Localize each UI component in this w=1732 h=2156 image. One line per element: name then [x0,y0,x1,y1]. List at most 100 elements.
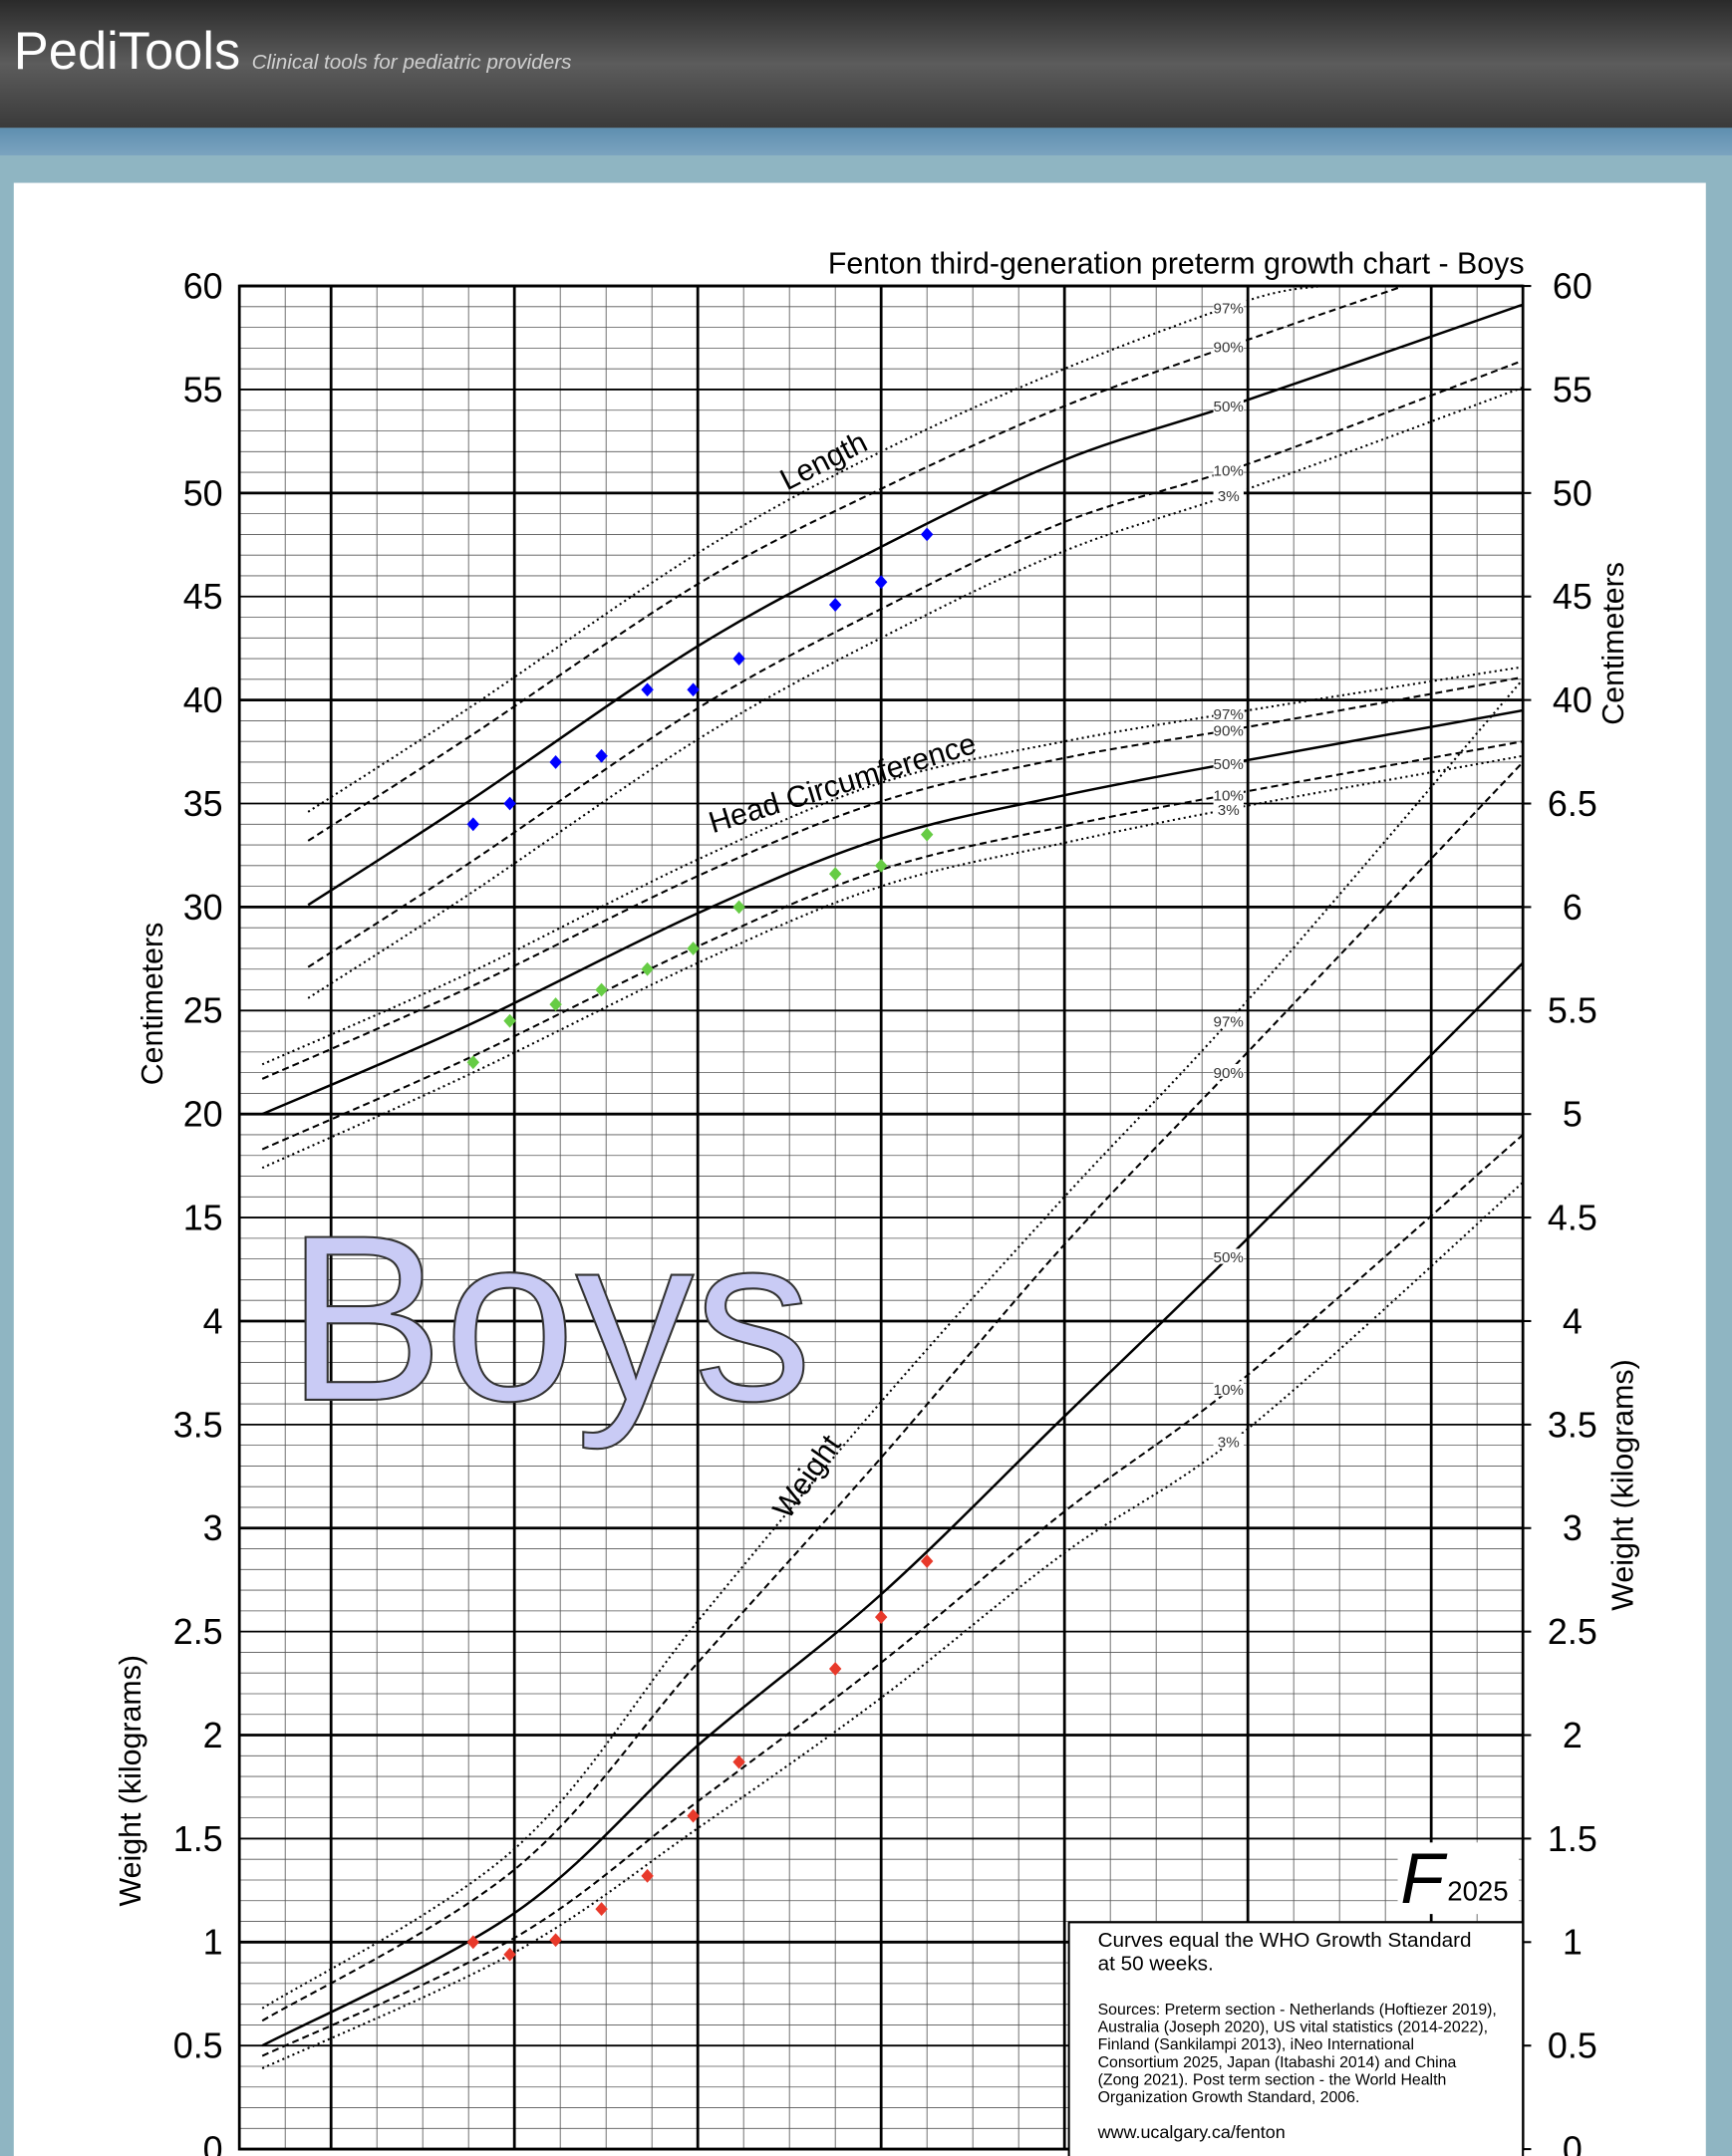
percentile-curve [307,386,1524,999]
y-tick-label-right: 50 [1553,473,1592,513]
y-axis-title-right: Centimeters [1597,562,1630,725]
percentile-curve [261,740,1524,1151]
percentile-label: 90% [1214,340,1244,357]
y2-tick-label: 1.5 [173,1819,223,1859]
sources-text: (Zong 2021). Post term section - the Wor… [1098,2072,1447,2089]
note-text: Curves equal the WHO Growth Standard [1098,1929,1472,1952]
note-text: at 50 weeks. [1098,1953,1214,1976]
data-point [641,1868,654,1883]
label-bg [1213,486,1244,503]
y-tick-label: 35 [183,784,223,824]
y2-axis-title-right: Weight (kilograms) [1607,1359,1640,1610]
y2-tick-label: 0.5 [173,2026,223,2066]
y2-tick-label-right: 0 [1563,2130,1583,2156]
data-point [503,796,516,811]
percentile-label: 10% [1214,787,1244,804]
label-bg [1213,461,1244,477]
percentile-label: 50% [1214,756,1244,773]
y2-tick-label-right: 5 [1563,1095,1583,1135]
y2-tick-label: 3 [203,1508,223,1548]
percentile-label: 50% [1214,1249,1244,1266]
y2-tick-label-right: 3.5 [1548,1405,1597,1445]
y2-tick-label: 3.5 [173,1405,223,1445]
label-bg [1213,1012,1244,1028]
y-tick-label-right: 45 [1553,577,1592,617]
y-tick-label: 45 [183,577,223,617]
sources-text: Australia (Joseph 2020), US vital statis… [1098,2020,1488,2036]
y2-tick-label: 2 [203,1716,223,1755]
data-point [466,817,480,832]
y-tick-label: 30 [183,888,223,928]
y2-tick-label-right: 4 [1563,1301,1583,1341]
y2-tick-label: 4 [203,1301,223,1341]
data-point [874,1610,888,1625]
percentile-curve [261,675,1524,1080]
label-bg [1213,801,1244,817]
y-tick-label: 60 [183,266,223,306]
plot-border [237,284,1525,2151]
percentile-label: 97% [1214,1013,1244,1030]
percentile-label: 3% [1218,488,1240,505]
percentile-curve [261,708,1524,1116]
y-tick-label: 15 [183,1199,223,1238]
y-tick-label-right: 40 [1553,680,1592,720]
data-point [828,1662,842,1676]
y2-tick-label-right: 2.5 [1548,1612,1597,1652]
percentile-label: 90% [1214,722,1244,739]
percentile-labels: 97%90%50%10%3%97%90%50%10%3%97%90%50%10%… [1213,299,1244,1452]
percentile-curve [307,303,1524,907]
percentile-label: 10% [1214,462,1244,479]
y-tick-label: 55 [183,370,223,409]
y2-tick-label-right: 0.5 [1548,2026,1597,2066]
data-point [595,1902,608,1916]
y2-tick-label-right: 1 [1563,1923,1583,1963]
site-subtitle: Clinical tools for pediatric providers [252,51,572,74]
percentile-label: 97% [1214,706,1244,723]
y2-tick-label-right: 3 [1563,1508,1583,1548]
y-tick-label-right: 60 [1553,266,1592,306]
percentile-curve [307,286,1321,813]
data-point [828,598,842,612]
y2-tick-label-right: 1.5 [1548,1819,1597,1859]
nav-strip [0,128,1732,155]
curves [261,286,1524,2070]
sources-text: Sources: Preterm section - Netherlands (… [1098,2002,1497,2019]
y-tick-label: 50 [183,473,223,513]
note-box [1067,1921,1525,2156]
y2-tick-label-right: 4.5 [1548,1199,1597,1238]
label-bg [1213,1063,1244,1080]
logo-box [1397,1842,1520,1915]
sources-text: Finland (Sankilampi 2013), iNeo Internat… [1098,2036,1414,2053]
y2-tick-label-right: 5.5 [1548,991,1597,1031]
label-bg [1213,299,1244,315]
y2-tick-label: 2.5 [173,1612,223,1652]
y2-tick-label: 1 [203,1923,223,1963]
sources-text: Organization Growth Standard, 2006. [1098,2089,1360,2106]
percentile-curve [261,754,1524,1170]
site-title[interactable]: PediTools [14,23,240,81]
data-point [595,748,608,763]
percentile-curve [261,1134,1524,2057]
y2-tick-label-right: 6 [1563,888,1583,928]
data-point [874,575,888,590]
label-bg [1213,786,1244,802]
data-point [503,1947,516,1962]
label-bg [1213,1433,1244,1450]
y2-tick-label: 0 [203,2130,223,2156]
label-bg [1213,398,1244,413]
data-point [549,755,562,769]
percentile-label: 3% [1218,802,1240,819]
data-point [549,997,562,1011]
header-bar [0,0,1732,129]
label-bg [1213,338,1244,355]
label-bg [1213,721,1244,737]
label-bg [1213,1248,1244,1264]
percentile-curve [261,961,1524,2047]
percentile-label: 50% [1214,399,1244,415]
y-tick-label-right: 55 [1553,370,1592,409]
content-panel [13,182,1706,2156]
label-bg [1213,1381,1244,1397]
